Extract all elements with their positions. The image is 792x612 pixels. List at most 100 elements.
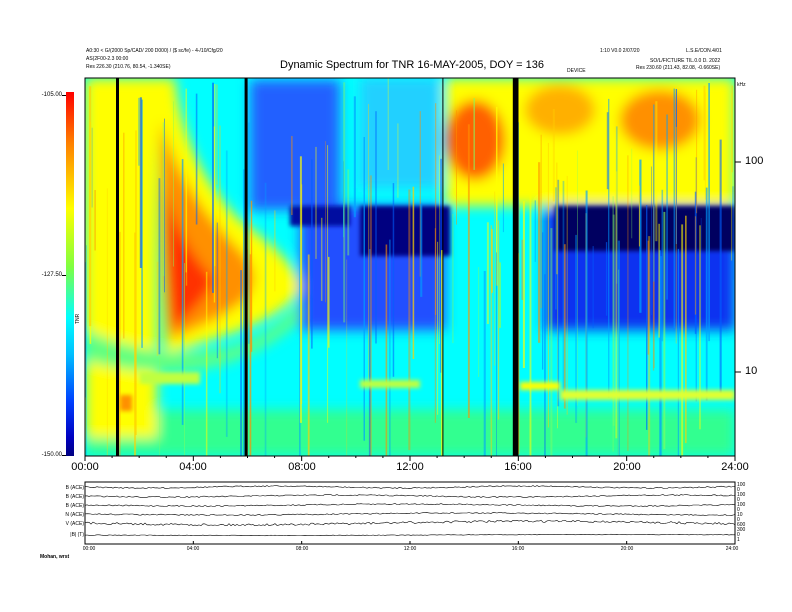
spectral-streak [216, 222, 218, 359]
spectral-streak [538, 162, 541, 343]
spectral-streak [274, 210, 276, 292]
spectral-streak [638, 185, 640, 247]
spectral-streak [542, 232, 544, 370]
timeseries-line [84, 512, 736, 516]
low-freq-band [85, 410, 735, 456]
burst-peak [162, 180, 215, 330]
spectral-streak [612, 214, 615, 426]
spectral-streak [659, 250, 662, 456]
spectral-streak [552, 108, 555, 202]
spectral-streak [343, 82, 346, 323]
spectral-streak [249, 254, 252, 456]
spectral-streak [627, 155, 629, 452]
spectral-streak [156, 261, 159, 356]
spectral-streak [162, 122, 165, 277]
spectral-streak [419, 111, 421, 277]
spectral-streak [651, 166, 652, 316]
upper-right-hot-2 [620, 90, 700, 150]
spectral-streak [311, 159, 313, 349]
spectral-streak [529, 171, 532, 456]
spectral-streak [328, 256, 330, 348]
ts-right-label: 0 [737, 517, 740, 523]
ts-right-label: 100 [737, 502, 746, 508]
timeseries-line [84, 494, 736, 498]
ts-right-label: 100 [737, 482, 746, 488]
spectral-streak [722, 118, 724, 181]
spectral-streak [106, 188, 108, 456]
footer-note: Mohan, wrst [40, 554, 70, 560]
spectral-streak [612, 196, 614, 452]
ts-label-5: |B| (T) [70, 532, 84, 538]
spectral-streak [89, 86, 92, 327]
spectral-streak [491, 229, 493, 293]
spectral-streak [441, 250, 444, 456]
ts-right-label: 0 [737, 507, 740, 513]
spectral-streak [615, 126, 618, 284]
spectral-streak [557, 179, 560, 407]
spectral-streak [703, 85, 706, 181]
spectral-streak [158, 178, 161, 355]
spectral-streak [123, 132, 125, 339]
spectral-streak [731, 93, 733, 261]
spectral-streak [387, 78, 389, 170]
spectral-streak [250, 200, 253, 352]
spectral-streak [321, 217, 323, 301]
lowfreq-emission [120, 372, 735, 411]
ts-x-label-5: 20:00 [620, 546, 634, 552]
upper-right-warm [525, 85, 595, 135]
ts-right-label: 10 [737, 512, 743, 518]
data-gap-line [515, 78, 519, 456]
spectral-streak [653, 104, 655, 282]
spectral-streak [522, 201, 525, 368]
dark-band-2 [555, 206, 735, 251]
spectral-streak [134, 232, 137, 456]
spectral-streak [368, 104, 369, 381]
spectral-streak [212, 82, 214, 293]
spectral-streak [138, 97, 140, 166]
spectral-streak [499, 262, 501, 328]
spectral-streak [563, 244, 566, 409]
spectral-streak [141, 99, 143, 348]
spectral-streak [658, 223, 660, 338]
spectral-streak [694, 216, 697, 315]
data-gap-line [244, 78, 248, 456]
spectral-streak [159, 201, 161, 456]
spectral-streak [639, 159, 642, 313]
dark-band-1 [360, 206, 450, 256]
spectral-streak [540, 134, 542, 309]
data-gap-line [442, 78, 444, 456]
spectral-streak [696, 89, 698, 214]
spectral-streak [347, 169, 350, 256]
colorbar-tick-label-bottom: -150.00 [41, 452, 62, 458]
spectral-streak [353, 96, 356, 218]
spectral-streak [521, 239, 524, 300]
spectral-streak [135, 130, 137, 435]
spectral-streak [577, 150, 578, 406]
spectral-streak [673, 88, 675, 329]
vertical-streaks [85, 78, 734, 456]
timeseries-line [84, 503, 736, 507]
spectral-streak [408, 189, 411, 451]
x-tick-label-5: 20:00 [613, 461, 641, 473]
spectral-streak [195, 93, 198, 225]
spectral-streak [502, 163, 504, 233]
x-axis-ticks [84, 456, 736, 461]
spectral-streak [109, 105, 110, 187]
spectral-streak [497, 220, 500, 420]
spectral-streak [663, 211, 666, 450]
spectral-streak [557, 146, 558, 429]
spectral-streak [731, 85, 733, 173]
spectral-streak [486, 222, 489, 324]
spectral-streak [655, 101, 658, 242]
spectral-streak [412, 186, 415, 359]
colorbar-tick-top [62, 95, 66, 96]
spectral-streak [456, 110, 457, 225]
chart-title: Dynamic Spectrum for TNR 16-MAY-2005, DO… [280, 59, 545, 71]
spectral-streak [248, 122, 250, 344]
spectral-streak [562, 180, 565, 401]
spectral-streak [694, 191, 697, 334]
timeseries-line [84, 485, 736, 489]
spectral-streak [606, 112, 609, 190]
spectral-streak [483, 271, 486, 456]
spectral-streak [434, 228, 436, 423]
